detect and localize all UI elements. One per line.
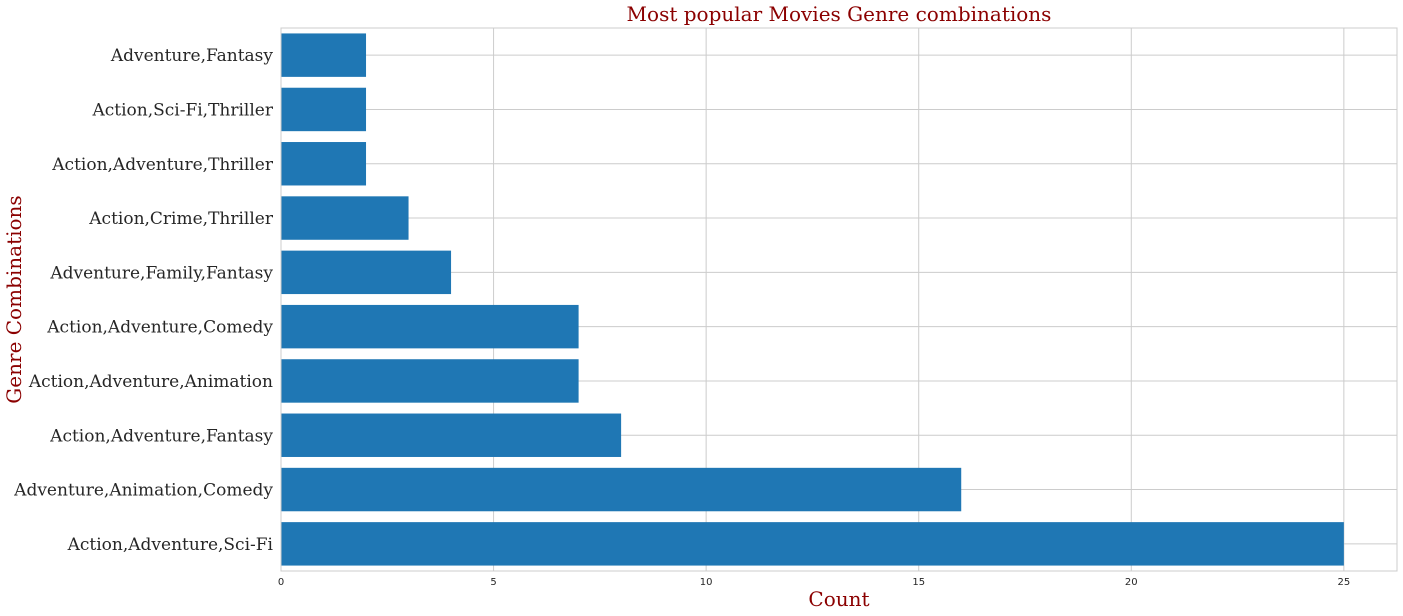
bar: [281, 467, 962, 512]
y-tick-label: Action,Crime,Thriller: [88, 209, 274, 229]
chart-title: Most popular Movies Genre combinations: [627, 2, 1052, 26]
y-tick-label: Action,Adventure,Comedy: [46, 318, 273, 338]
y-tick-label: Action,Adventure,Thriller: [51, 155, 274, 175]
x-tick-label: 5: [490, 577, 496, 588]
y-tick-label: Action,Adventure,Fantasy: [49, 426, 273, 446]
x-axis-label: Count: [808, 587, 869, 611]
x-tick-label: 15: [912, 577, 925, 588]
y-tick-labels: Action,Adventure,Sci-Fi Adventure,Animati…: [13, 46, 274, 555]
x-tick-label: 20: [1125, 577, 1138, 588]
x-tick-label: 0: [278, 577, 284, 588]
bar: [281, 359, 579, 403]
bar: [281, 250, 452, 295]
bar: [281, 142, 367, 186]
x-tick-labels: 0 5 10 15 20 25: [278, 577, 1350, 588]
bar: [281, 522, 1344, 566]
bars: [281, 33, 1344, 566]
bar: [281, 33, 367, 77]
y-tick-label: Action,Sci-Fi,Thriller: [91, 100, 273, 120]
y-tick-label: Adventure,Fantasy: [110, 46, 274, 66]
bar: [281, 304, 579, 349]
x-tick-label: 10: [700, 577, 713, 588]
plot-frame: [280, 27, 1398, 572]
y-tick-label: Action,Adventure,Sci-Fi: [67, 535, 274, 555]
y-tick-label: Action,Adventure,Animation: [28, 372, 273, 392]
y-axis-label: Genre Combinations: [2, 195, 26, 403]
bar: [281, 87, 367, 132]
bar: [281, 413, 622, 457]
y-tick-label: Adventure,Animation,Comedy: [13, 481, 273, 501]
x-tick-label: 25: [1337, 577, 1350, 588]
bar: [281, 196, 409, 240]
y-tick-label: Adventure,Family,Fantasy: [49, 263, 273, 283]
